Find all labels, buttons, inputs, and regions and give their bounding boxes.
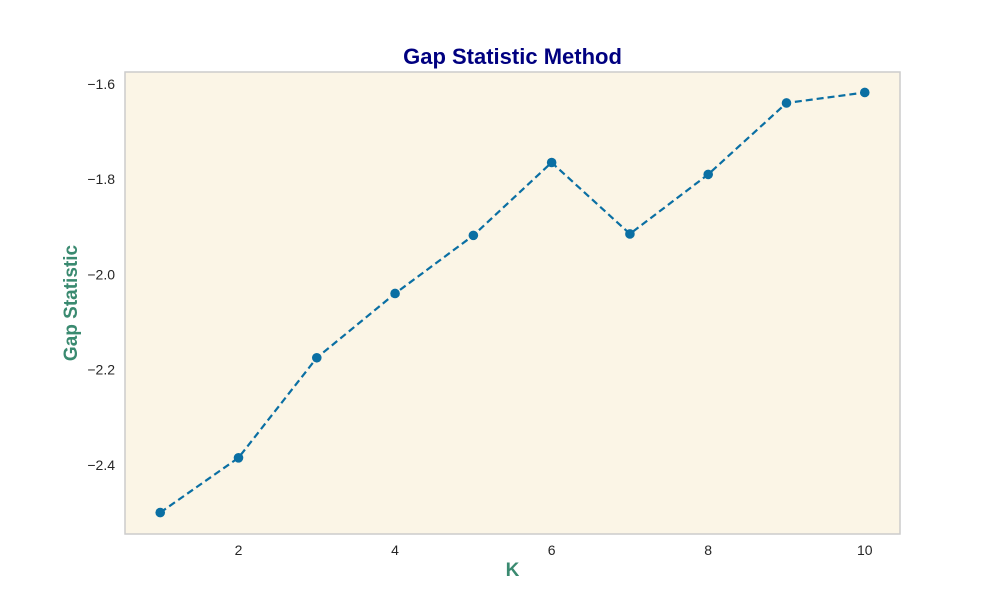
data-point: [311, 352, 322, 363]
chart-title: Gap Statistic Method: [403, 44, 622, 69]
data-point: [155, 507, 166, 518]
x-tick-label: 6: [548, 542, 556, 558]
data-point: [468, 230, 479, 241]
data-point: [233, 452, 244, 463]
data-point: [390, 288, 400, 299]
data-point: [859, 87, 870, 98]
y-axis-ticks: −1.6 −1.8 −2.0 −2.2 −2.4: [87, 76, 115, 473]
y-tick-label: −1.8: [87, 171, 115, 187]
x-tick-label: 2: [235, 542, 243, 558]
y-tick-label: −1.6: [87, 76, 115, 92]
plot-area: [124, 71, 901, 535]
y-axis-label: Gap Statistic: [61, 245, 82, 362]
data-point: [546, 157, 557, 168]
x-tick-label: 8: [704, 542, 712, 558]
x-axis-label: K: [506, 560, 520, 581]
x-tick-label: 10: [857, 542, 873, 558]
x-tick-label: 4: [391, 542, 399, 558]
data-point: [703, 169, 714, 180]
y-tick-label: −2.4: [87, 457, 115, 473]
data-point: [625, 229, 635, 239]
y-tick-label: −2.0: [87, 266, 115, 282]
data-point: [781, 98, 792, 108]
data-points: [155, 87, 870, 518]
series-line: [159, 91, 865, 514]
x-axis-ticks: 2 4 6 8 10: [235, 542, 873, 558]
y-tick-label: −2.2: [87, 362, 115, 378]
